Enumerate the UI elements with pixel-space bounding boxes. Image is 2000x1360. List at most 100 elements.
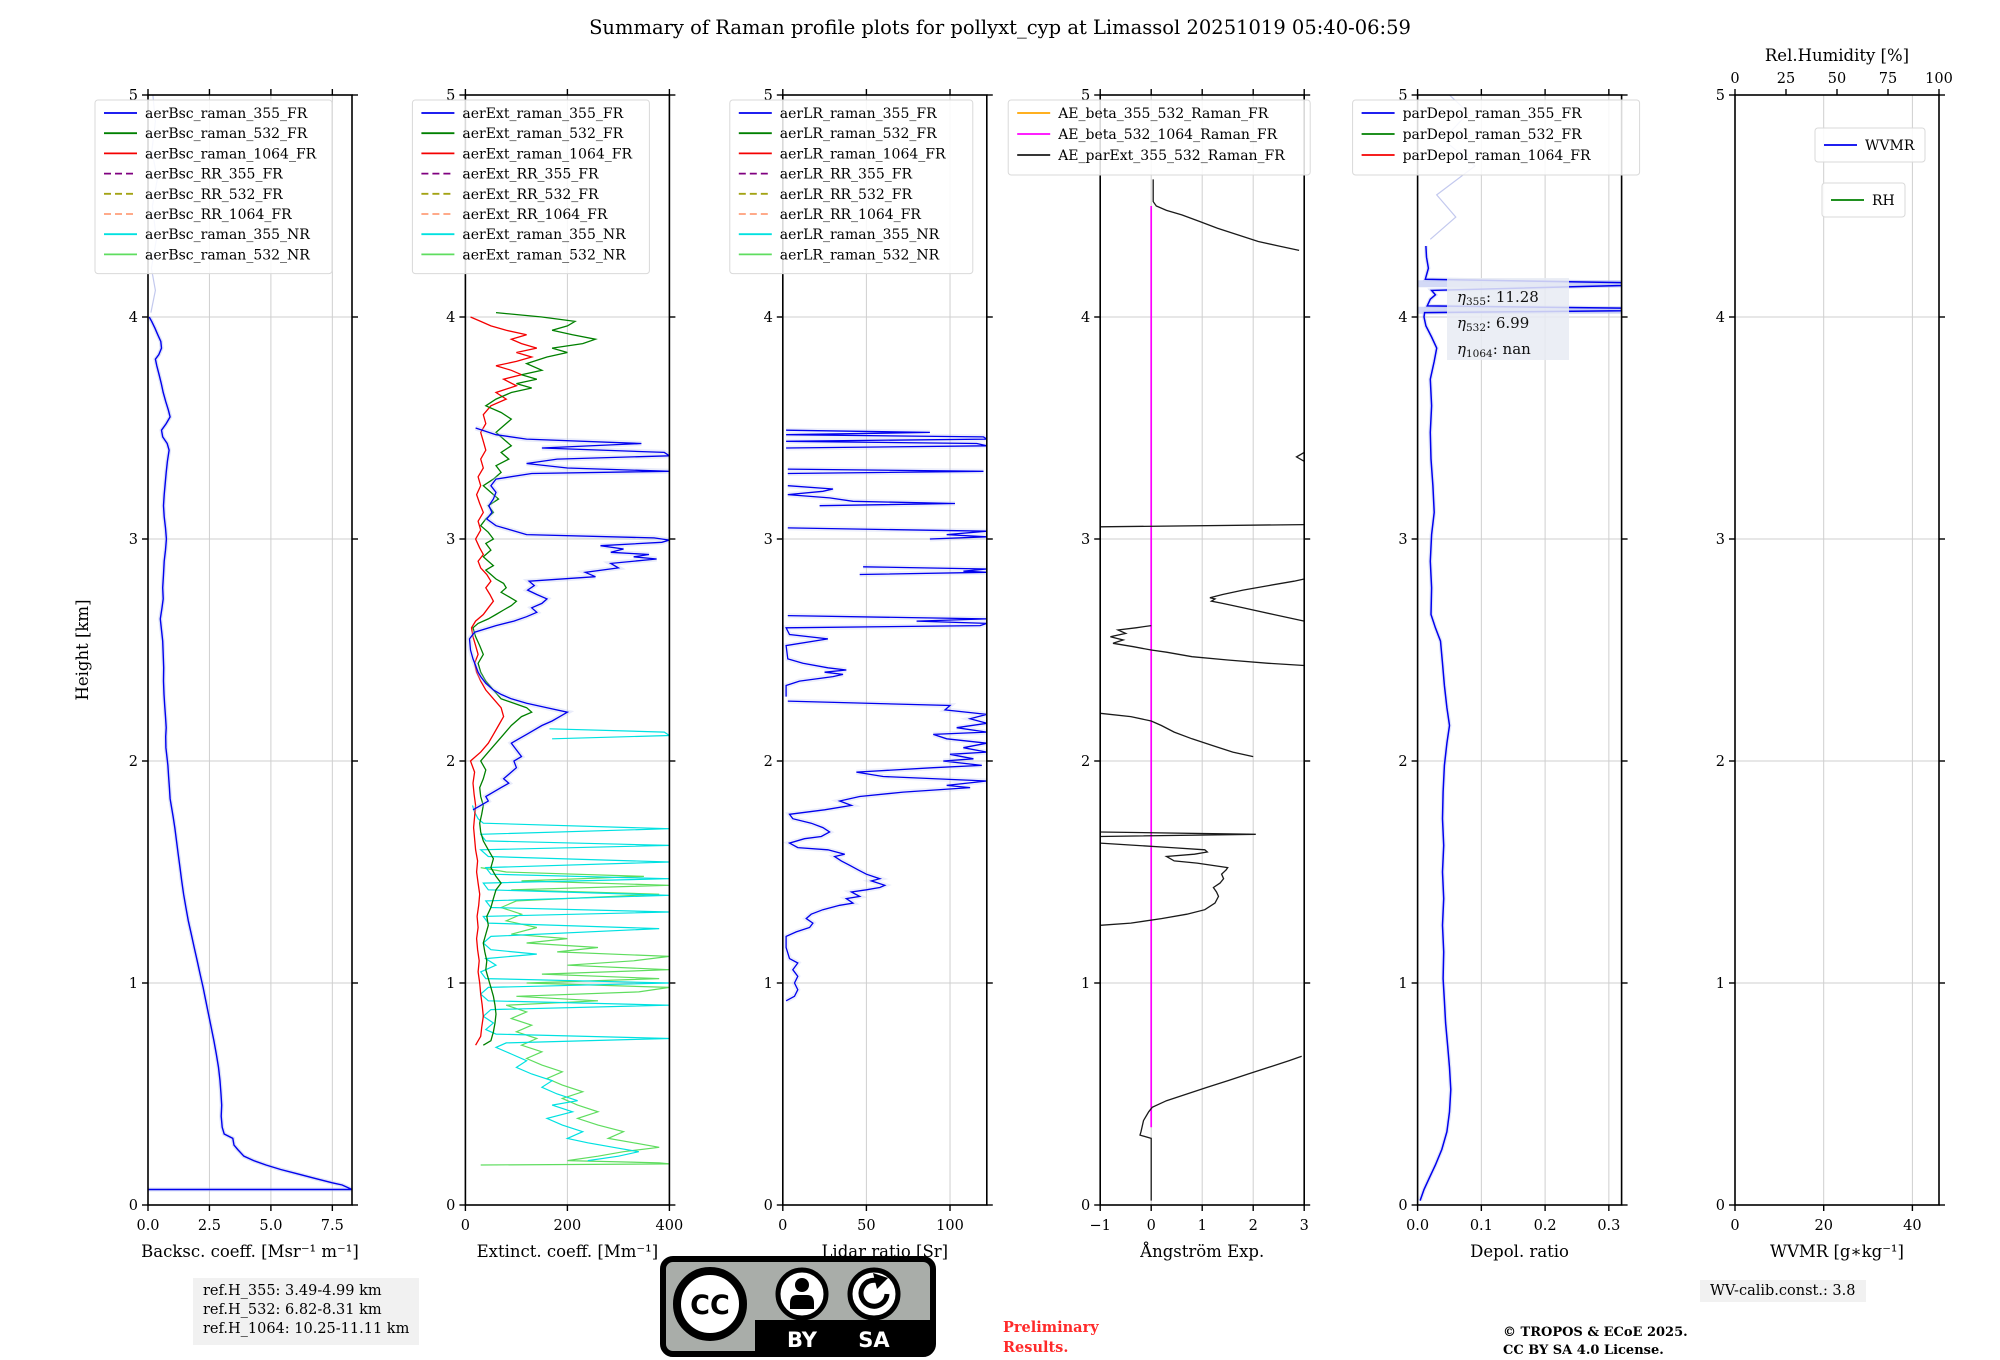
axes-frame bbox=[147, 94, 353, 1206]
legend-frame bbox=[1814, 127, 1926, 163]
by-person-icon bbox=[775, 1267, 829, 1321]
band-aerBsc_raman_355_FR bbox=[148, 316, 352, 1192]
y-tick-label: 3 bbox=[764, 532, 773, 548]
subplot-extinction: 0 200 400 0 1 2 3 4 5 Extinct. coeff. [Mm⁻¹] aerEx… bbox=[411, 88, 683, 1261]
x-axis-label: Backsc. coeff. [Msr⁻¹ m⁻¹] bbox=[141, 1242, 359, 1261]
ref-h-1064: ref.H_1064: 10.25-11.11 km bbox=[203, 1321, 410, 1337]
cc-by-label: BY bbox=[787, 1328, 818, 1352]
eta-line: η1064: nan bbox=[1457, 340, 1531, 360]
series-aerExt_raman_355_NR bbox=[549, 728, 670, 740]
preliminary-line-2: Results. bbox=[1003, 1339, 1069, 1356]
y-tick-label: 1 bbox=[1081, 976, 1090, 992]
sa-arrowhead bbox=[873, 1273, 888, 1289]
y-tick-label: 1 bbox=[1398, 976, 1407, 992]
sa-arrow-circle bbox=[847, 1267, 901, 1321]
ticks: 0 50 100 0 1 2 3 4 5 bbox=[764, 88, 993, 1234]
series-group bbox=[466, 311, 670, 1166]
y-tick-label: 5 bbox=[1398, 88, 1407, 104]
x-tick-label: 20 bbox=[1814, 1218, 1832, 1234]
legend-label: aerExt_RR_532_FR bbox=[462, 187, 599, 203]
top-tick-label: 100 bbox=[1925, 71, 1953, 87]
subplot-backscatter: 0.0 2.5 5.0 7.5 0 1 2 3 4 5 Backsc. coeff. [Msr⁻¹ … bbox=[73, 88, 359, 1261]
legend-label: aerExt_raman_532_FR bbox=[462, 126, 623, 142]
x-axis-label: Extinct. coeff. [Mm⁻¹] bbox=[477, 1242, 659, 1261]
y-tick-label: 2 bbox=[129, 754, 138, 770]
legend-label: aerBsc_RR_355_FR bbox=[145, 167, 283, 183]
y-tick-label: 0 bbox=[1398, 1198, 1407, 1214]
legend-label: aerBsc_raman_355_NR bbox=[145, 227, 310, 243]
series-AE_parExt_355_532_Raman_FR bbox=[1209, 578, 1305, 622]
band-aerExt_raman_355_FR bbox=[466, 425, 670, 812]
x-tick-label: 0.0 bbox=[1406, 1218, 1429, 1234]
series-aerExt_raman_532_NR bbox=[480, 867, 670, 1166]
ref-h-355: ref.H_355: 3.49-4.99 km bbox=[203, 1283, 382, 1299]
cc-logo-text: CC bbox=[690, 1290, 730, 1321]
ticks: 0.0 0.1 0.2 0.3 0 1 2 3 4 5 bbox=[1398, 88, 1628, 1234]
y-tick-label: 5 bbox=[129, 88, 138, 104]
series-group bbox=[1417, 95, 1622, 1202]
x-tick-label: 1 bbox=[1198, 1218, 1207, 1234]
subplot-wvmr: 0 20 40 0 1 2 3 4 5 WVMR [g∗kg⁻¹] 0 25 50 75 100 Rel.Hu… bbox=[1716, 46, 1953, 1261]
legend-box: parDepol_raman_355_FR parDepol_raman_532_… bbox=[1352, 99, 1641, 176]
x-tick-label: 5.0 bbox=[259, 1218, 282, 1234]
y-tick-label: 3 bbox=[1716, 532, 1725, 548]
legend-label: aerExt_raman_355_NR bbox=[462, 227, 626, 243]
by-person-body bbox=[790, 1295, 814, 1309]
ticks: 0 200 400 0 1 2 3 4 5 bbox=[446, 88, 683, 1234]
top-axis-label: Rel.Humidity [%] bbox=[1765, 46, 1909, 65]
y-tick-label: 3 bbox=[129, 532, 138, 548]
series-aerLR_raman_355_FR bbox=[785, 614, 987, 697]
legend-label: aerBsc_RR_1064_FR bbox=[145, 207, 292, 223]
series-AE_parExt_355_532_Raman_FR bbox=[1100, 831, 1256, 838]
y-tick-label: 0 bbox=[1081, 1198, 1090, 1214]
ticks: 0 20 40 0 1 2 3 4 5 bbox=[1716, 88, 1945, 1234]
series-group bbox=[782, 427, 987, 1004]
x-tick-label: −1 bbox=[1090, 1218, 1111, 1234]
series-aerLR_raman_355_FR bbox=[786, 429, 987, 449]
preliminary-line-1: Preliminary bbox=[1003, 1319, 1099, 1336]
x-tick-label: 0.1 bbox=[1470, 1218, 1493, 1234]
x-tick-label: 200 bbox=[554, 1218, 582, 1234]
y-tick-label: 2 bbox=[446, 754, 455, 770]
legend-frame bbox=[1007, 99, 1311, 176]
legend-label: AE_parExt_355_532_Raman_FR bbox=[1057, 148, 1285, 164]
legend-box: aerLR_raman_355_FR aerLR_raman_532_FR aerL… bbox=[729, 99, 974, 275]
eta-value: : nan bbox=[1493, 340, 1531, 358]
series-aerExt_raman_355_FR bbox=[468, 427, 670, 811]
eta-line: η532: 6.99 bbox=[1457, 314, 1529, 334]
legend-label: AE_beta_532_1064_Raman_FR bbox=[1057, 127, 1277, 143]
x-tick-label: 0.2 bbox=[1534, 1218, 1557, 1234]
y-tick-label: 5 bbox=[1081, 88, 1090, 104]
series-aerBsc_raman_355_FR bbox=[148, 316, 352, 1191]
y-tick-label: 3 bbox=[1081, 532, 1090, 548]
sa-arrow-arc bbox=[858, 1277, 890, 1309]
legend-label: RH bbox=[1872, 193, 1895, 209]
series-aerLR_raman_355_FR bbox=[787, 485, 956, 507]
reference-height-box: ref.H_355: 3.49-4.99 km ref.H_532: 6.82-… bbox=[193, 1278, 420, 1345]
legend-label: aerLR_raman_1064_FR bbox=[780, 146, 946, 162]
cc-license-badge: CC BY SA bbox=[660, 1256, 936, 1357]
legend-box: RH bbox=[1821, 182, 1906, 218]
axes-frame bbox=[1416, 94, 1623, 1206]
page-title: Summary of Raman profile plots for polly… bbox=[589, 16, 1411, 39]
legend-frame bbox=[94, 99, 333, 275]
y-tick-label: 4 bbox=[1081, 310, 1090, 326]
eta-symbol: η bbox=[1457, 288, 1466, 306]
subplot-depol-ratio: 0.0 0.1 0.2 0.3 0 1 2 3 4 5 Depol. ratio parDepol_r… bbox=[1352, 88, 1641, 1261]
y-tick-label: 2 bbox=[764, 754, 773, 770]
legend-label: aerLR_RR_355_FR bbox=[780, 167, 913, 183]
y-tick-label: 4 bbox=[446, 310, 455, 326]
band-aerLR_raman_355_FR bbox=[782, 698, 987, 1004]
legend-label: aerLR_RR_1064_FR bbox=[780, 207, 922, 223]
series-AE_parExt_355_532_Raman_FR bbox=[1295, 451, 1305, 462]
y-tick-label: 4 bbox=[129, 310, 138, 326]
legend-label: aerBsc_RR_532_FR bbox=[145, 187, 283, 203]
gridlines bbox=[1735, 95, 1939, 1205]
by-person-head bbox=[795, 1278, 809, 1292]
top-tick-label: 50 bbox=[1828, 71, 1846, 87]
y-tick-label: 2 bbox=[1716, 754, 1725, 770]
